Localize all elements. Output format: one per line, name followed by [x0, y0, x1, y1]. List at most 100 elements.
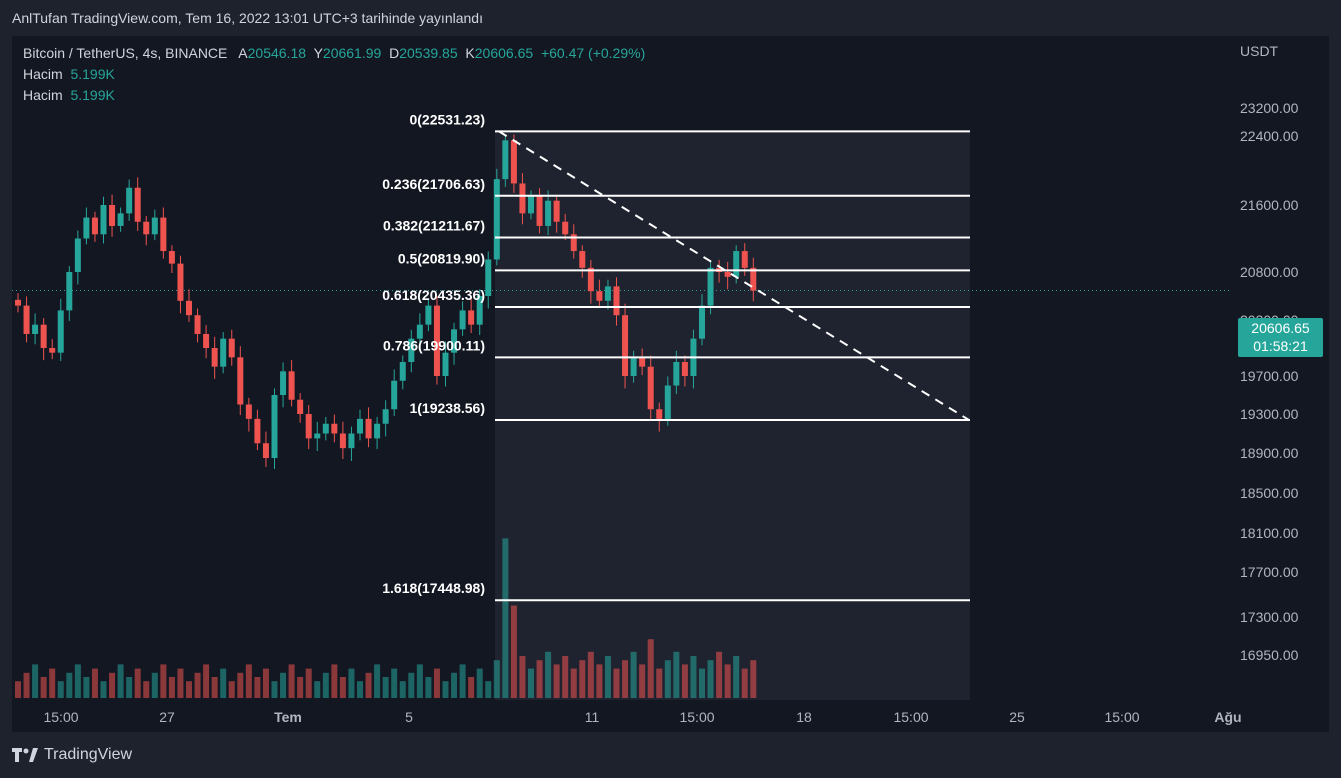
- candle-body: [168, 251, 175, 264]
- price-tick-label: 19700.00: [1240, 368, 1299, 384]
- volume-bar: [391, 668, 398, 698]
- tradingview-brand: TradingView: [44, 746, 133, 763]
- volume-bar: [408, 672, 415, 698]
- candle-body: [91, 217, 98, 235]
- volume-bar: [186, 681, 192, 698]
- volume-bar: [348, 668, 355, 698]
- candle-body: [579, 251, 586, 268]
- last-price-tag: 20606.65 01:58:21: [1238, 318, 1323, 357]
- fib-label: 1.618(17448.98): [382, 580, 485, 596]
- candle-body: [733, 251, 740, 277]
- price-axis-currency: USDT: [1240, 43, 1279, 59]
- candle-body: [399, 362, 406, 381]
- volume-bar: [681, 664, 688, 698]
- volume-bar: [639, 664, 646, 698]
- time-tick-label: 15:00: [43, 709, 79, 725]
- candle-body: [750, 267, 757, 291]
- candle-body: [493, 179, 500, 260]
- time-tick-label: Ağu: [1214, 709, 1242, 725]
- volume-bar: [622, 660, 629, 698]
- volume-bar: [211, 677, 218, 698]
- volume-bar: [177, 668, 184, 698]
- legend-low-value: 20539.85: [399, 45, 458, 61]
- tradingview-logo[interactable]: TradingView: [12, 746, 132, 764]
- candle-body: [49, 348, 56, 353]
- candle-body: [528, 196, 534, 214]
- time-axis[interactable]: 15:00 27 Tem 5 11 15:00 18 15:00 25 15:00 Ağu: [12, 700, 1329, 732]
- price-axis[interactable]: USDT 23200.0022400.0021600.0020800.00203…: [1229, 36, 1329, 700]
- candle-body: [622, 315, 629, 376]
- volume-bar: [100, 681, 107, 698]
- trend-line: [498, 130, 970, 421]
- legend-volume-2[interactable]: Hacim 5.199K: [23, 87, 115, 103]
- candle-body: [699, 305, 705, 339]
- candle-body: [339, 433, 346, 449]
- candle-body: [468, 310, 475, 325]
- volume-bar: [399, 681, 406, 698]
- candle-body: [220, 338, 227, 367]
- volume-bar: [570, 668, 577, 698]
- candle-body: [66, 272, 73, 311]
- price-tick-label: 23200.00: [1240, 100, 1299, 116]
- candle-body: [604, 286, 611, 301]
- candle-body: [707, 267, 714, 306]
- volume-bar: [596, 664, 603, 698]
- volume-bar: [109, 672, 116, 698]
- candle-body: [630, 357, 637, 376]
- chart-area[interactable]: 0(22531.23) 0.236(21706.63) 0.382(21211.67…: [12, 36, 1229, 700]
- price-tick-label: 18900.00: [1240, 445, 1299, 461]
- candle-body: [562, 221, 569, 235]
- candle-body: [416, 324, 423, 339]
- indicator-value: 5.199K: [70, 87, 115, 103]
- indicator-name: Hacim: [23, 66, 63, 82]
- candle-body: [510, 140, 517, 184]
- candle-body: [485, 259, 492, 296]
- candle-body: [596, 291, 603, 301]
- candle-body: [211, 348, 218, 367]
- volume-bar: [194, 672, 201, 698]
- candle-body: [40, 324, 47, 348]
- volume-bar: [262, 668, 269, 698]
- volume-bar: [528, 668, 534, 698]
- time-tick-label: 18: [796, 709, 812, 725]
- volume-bar: [203, 664, 210, 698]
- candle-body: [673, 362, 680, 386]
- fib-label: 1(19238.56): [409, 400, 485, 416]
- chart-svg[interactable]: 0(22531.23) 0.236(21706.63) 0.382(21211.67…: [12, 36, 1229, 700]
- fib-label: 0.786(19900.11): [383, 337, 485, 353]
- legend-open-value: 20546.18: [247, 45, 307, 61]
- volume-bar: [83, 677, 90, 698]
- candle-body: [587, 267, 594, 292]
- volume-bar: [587, 651, 594, 698]
- candle-body: [365, 418, 372, 439]
- candle-body: [254, 418, 261, 444]
- candle-body: [143, 221, 150, 235]
- volume-bar: [493, 660, 500, 698]
- volume-bar: [357, 681, 363, 698]
- volume-bar: [647, 639, 654, 698]
- volume-bar: [451, 672, 458, 698]
- time-tick-label: 15:00: [679, 709, 715, 725]
- legend-volume-1[interactable]: Hacim 5.199K: [23, 66, 115, 82]
- volume-bar: [305, 668, 312, 698]
- candle-countdown: 01:58:21: [1253, 338, 1308, 354]
- candle-body: [459, 310, 466, 330]
- fib-label: 0.236(21706.63): [382, 176, 485, 192]
- candle-body: [433, 305, 440, 376]
- volume-bar: [690, 656, 697, 698]
- volume-bar: [228, 681, 235, 698]
- fib-label: 0(22531.23): [409, 111, 485, 127]
- volume-bar: [741, 668, 748, 698]
- candle-body: [74, 238, 81, 272]
- volume-bar: [699, 668, 705, 698]
- candle-body: [681, 362, 688, 376]
- volume-bar: [416, 664, 423, 698]
- volume-bar: [220, 668, 227, 698]
- price-tick-label: 18100.00: [1240, 525, 1299, 541]
- candle-body: [23, 305, 30, 334]
- candle-body: [408, 338, 415, 362]
- volume-bar: [630, 651, 637, 698]
- volume-bar: [117, 664, 124, 698]
- candle-body: [288, 371, 295, 400]
- candle-body: [194, 315, 201, 334]
